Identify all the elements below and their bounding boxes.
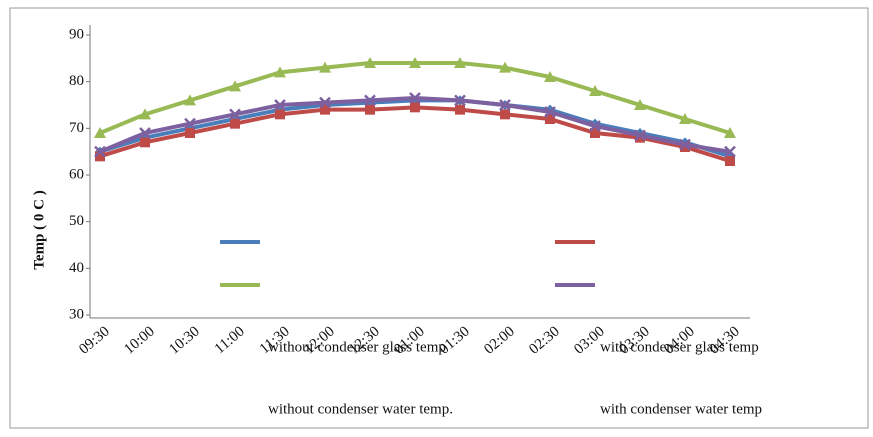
marker (230, 118, 240, 129)
y-tick-label: 90 (69, 26, 84, 42)
y-tick-label: 50 (69, 213, 84, 229)
marker (184, 94, 196, 106)
marker (410, 102, 420, 113)
marker (589, 120, 601, 132)
marker (364, 57, 376, 68)
y-tick-label: 70 (69, 120, 84, 136)
marker (499, 61, 511, 73)
marker (320, 104, 330, 115)
marker (679, 138, 691, 151)
marker (544, 106, 556, 118)
marker (544, 71, 556, 82)
marker (95, 151, 105, 162)
legend-label: without condenser glass temp (268, 339, 446, 355)
marker (140, 137, 150, 148)
marker (319, 96, 331, 109)
frame (9, 7, 869, 429)
legend-label: with condenser glass temp (600, 339, 759, 355)
marker (319, 61, 331, 73)
marker (545, 114, 555, 124)
marker (725, 156, 735, 166)
marker (635, 132, 645, 143)
y-tick-label: 80 (69, 73, 84, 89)
marker (275, 109, 285, 120)
marker (184, 117, 196, 130)
marker (274, 99, 286, 111)
marker (724, 127, 736, 138)
marker (454, 94, 466, 107)
marker (364, 94, 376, 107)
marker (139, 127, 151, 139)
marker (94, 145, 106, 158)
marker (724, 145, 736, 158)
marker (634, 129, 646, 142)
marker (409, 92, 421, 104)
marker (185, 128, 195, 138)
marker (680, 142, 690, 152)
y-tick-label: 30 (69, 306, 84, 322)
legend-label: without condenser water temp. (268, 401, 453, 417)
marker (94, 127, 106, 138)
marker (365, 104, 375, 115)
marker (590, 128, 600, 138)
marker (500, 109, 510, 120)
marker (229, 108, 241, 121)
marker (455, 104, 465, 115)
marker (634, 99, 646, 110)
marker (589, 85, 601, 96)
marker (139, 108, 151, 120)
marker (274, 66, 286, 78)
y-axis-title: Temp ( 0 C ) (31, 190, 47, 269)
marker (679, 113, 691, 124)
y-tick-label: 60 (69, 166, 84, 182)
marker (590, 118, 600, 129)
marker (454, 57, 466, 68)
marker (229, 80, 241, 92)
y-tick-label: 40 (69, 260, 84, 276)
marker (499, 99, 511, 111)
legend-label: with condenser water temp (600, 401, 762, 417)
marker (409, 57, 421, 68)
